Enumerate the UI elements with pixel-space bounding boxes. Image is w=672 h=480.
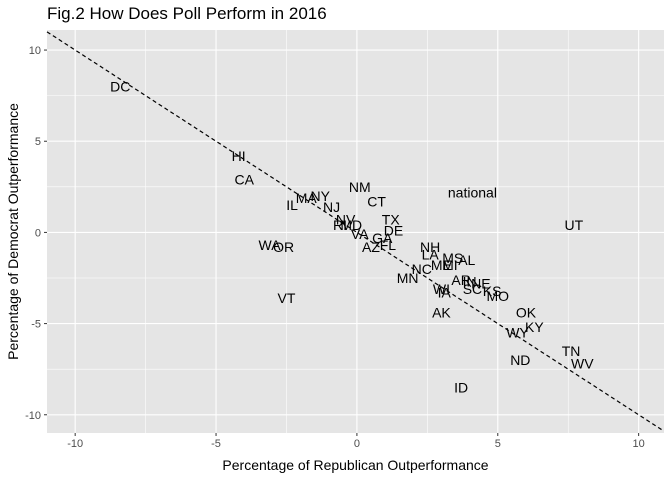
point-label-wv: WV [571, 356, 594, 372]
y-tick-label: -10 [25, 410, 41, 422]
point-label-in: IN [463, 274, 477, 290]
point-label-nj: NJ [323, 199, 340, 215]
point-label-ok: OK [516, 305, 537, 321]
point-label-il: IL [286, 197, 298, 213]
point-label-dc: DC [110, 79, 130, 95]
reference-line [46, 31, 665, 432]
y-axis-title: Percentage of Democrat Outperformance [5, 103, 21, 360]
x-tick-label: 10 [633, 438, 645, 450]
point-label-ri: RI [333, 217, 347, 233]
point-label-sc: SC [463, 281, 482, 297]
point-label-ak: AK [432, 305, 451, 321]
y-axis-ticks: -10 -5 0 5 10 [25, 45, 47, 422]
point-label-ky: KY [525, 319, 544, 335]
point-label-ct: CT [367, 193, 386, 209]
y-tick-label: 0 [35, 227, 41, 239]
point-label-az: AZ [362, 239, 380, 255]
point-label-id: ID [454, 379, 468, 395]
point-label-nd: ND [510, 352, 530, 368]
point-label-ks: KS [483, 283, 502, 299]
point-label-mo: MO [486, 288, 509, 304]
point-label-ga: GA [372, 230, 393, 246]
y-tick-label: 10 [29, 45, 41, 57]
point-label-me: ME [431, 257, 452, 273]
grid-major [47, 30, 664, 433]
point-label-mi: MI [442, 257, 458, 273]
point-label-ma: MA [296, 190, 318, 206]
point-label-nh: NH [420, 239, 440, 255]
point-label-wi: WI [433, 281, 450, 297]
point-label-ny: NY [311, 188, 331, 204]
x-axis-ticks: -10 -5 0 5 10 [67, 433, 645, 450]
point-label-national: national [448, 184, 497, 200]
point-label-fl: FL [380, 237, 397, 253]
chart-title: Fig.2 How Does Poll Perform in 2016 [47, 4, 327, 23]
point-label-ms: MS [442, 250, 463, 266]
point-label-mn: MN [397, 270, 419, 286]
point-label-nm: NM [349, 179, 371, 195]
point-label-ut: UT [565, 217, 584, 233]
point-label-nv: NV [336, 212, 356, 228]
point-label-ne: NE [471, 275, 490, 291]
point-label-hi: HI [232, 148, 246, 164]
point-label-tn: TN [562, 343, 581, 359]
point-label-vt: VT [278, 290, 296, 306]
point-label-wa: WA [259, 237, 282, 253]
point-label-tx: TX [382, 212, 401, 228]
x-tick-label: 5 [495, 438, 501, 450]
x-tick-label: 0 [354, 438, 360, 450]
y-tick-label: 5 [35, 136, 41, 148]
point-label-de: DE [384, 223, 403, 239]
point-label-md: MD [340, 217, 362, 233]
point-label-la: LA [422, 246, 440, 262]
x-tick-label: -10 [67, 438, 83, 450]
x-axis-title: Percentage of Republican Outperformance [222, 457, 488, 473]
point-label-wy: WY [506, 325, 529, 341]
point-label-ar: AR [451, 272, 470, 288]
point-label-or: OR [273, 239, 294, 255]
point-label-nc: NC [412, 261, 432, 277]
point-label-al: AL [458, 252, 475, 268]
point-label-ia: IA [438, 285, 452, 301]
grid-minor [47, 30, 664, 433]
y-tick-label: -5 [31, 319, 41, 331]
point-label-ca: CA [234, 172, 254, 188]
x-tick-label: -5 [211, 438, 221, 450]
point-label-va: VA [351, 226, 369, 242]
